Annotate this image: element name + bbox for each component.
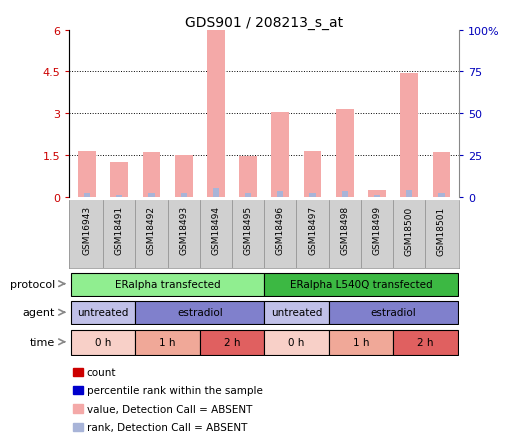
Bar [406,190,412,197]
Bar [374,196,380,197]
Text: 1 h: 1 h [352,337,369,347]
Title: GDS901 / 208213_s_at: GDS901 / 208213_s_at [185,16,343,30]
Text: ERalpha transfected: ERalpha transfected [115,279,221,289]
Bar [329,302,458,325]
Bar [368,190,386,197]
Bar [200,330,264,355]
Text: estradiol: estradiol [177,308,223,318]
Bar [309,193,315,197]
Bar [135,330,200,355]
Text: GSM18498: GSM18498 [340,206,349,255]
Text: agent: agent [23,308,55,318]
Text: estradiol: estradiol [370,308,416,318]
Text: GSM18492: GSM18492 [147,206,156,255]
Bar [264,273,458,296]
Bar [73,368,83,376]
Text: ERalpha L540Q transfected: ERalpha L540Q transfected [289,279,432,289]
Bar [336,110,353,197]
Text: rank, Detection Call = ABSENT: rank, Detection Call = ABSENT [87,422,247,432]
Text: untreated: untreated [271,308,322,318]
Text: GSM16943: GSM16943 [83,206,91,255]
Bar [277,191,283,197]
Bar [71,302,135,325]
Bar [71,273,264,296]
Bar [71,330,135,355]
Bar [143,153,160,197]
Bar [400,74,418,197]
Bar [148,194,154,197]
Text: time: time [30,337,55,347]
Bar [213,188,219,197]
Text: 2 h: 2 h [224,337,240,347]
Text: count: count [87,367,116,377]
Text: percentile rank within the sample: percentile rank within the sample [87,385,263,395]
Text: untreated: untreated [77,308,129,318]
Bar [110,162,128,197]
Bar [342,191,348,197]
Bar [239,157,257,197]
Bar [73,423,83,431]
Text: GSM18493: GSM18493 [179,206,188,255]
Bar [271,112,289,197]
Bar [135,302,264,325]
Text: GSM18497: GSM18497 [308,206,317,255]
Text: 2 h: 2 h [417,337,433,347]
Bar [245,194,251,197]
Text: 0 h: 0 h [95,337,111,347]
Text: GSM18494: GSM18494 [211,206,221,255]
Bar [329,330,393,355]
Text: protocol: protocol [10,279,55,289]
Text: value, Detection Call = ABSENT: value, Detection Call = ABSENT [87,404,252,414]
Text: GSM18499: GSM18499 [372,206,382,255]
Text: GSM18491: GSM18491 [115,206,124,255]
Bar [438,193,444,197]
Bar [73,386,83,395]
Text: 1 h: 1 h [159,337,176,347]
Text: GSM18500: GSM18500 [405,206,413,255]
Bar [181,194,187,197]
Bar [175,155,192,197]
Bar [207,31,225,197]
Text: GSM18496: GSM18496 [276,206,285,255]
Text: 0 h: 0 h [288,337,305,347]
Bar [432,153,450,197]
Text: GSM18495: GSM18495 [244,206,252,255]
Bar [78,151,96,197]
Bar [116,196,122,197]
Bar [393,330,458,355]
Bar [264,302,329,325]
Text: GSM18501: GSM18501 [437,206,446,255]
Bar [84,193,90,197]
Bar [264,330,329,355]
Bar [73,404,83,413]
Bar [304,151,321,197]
